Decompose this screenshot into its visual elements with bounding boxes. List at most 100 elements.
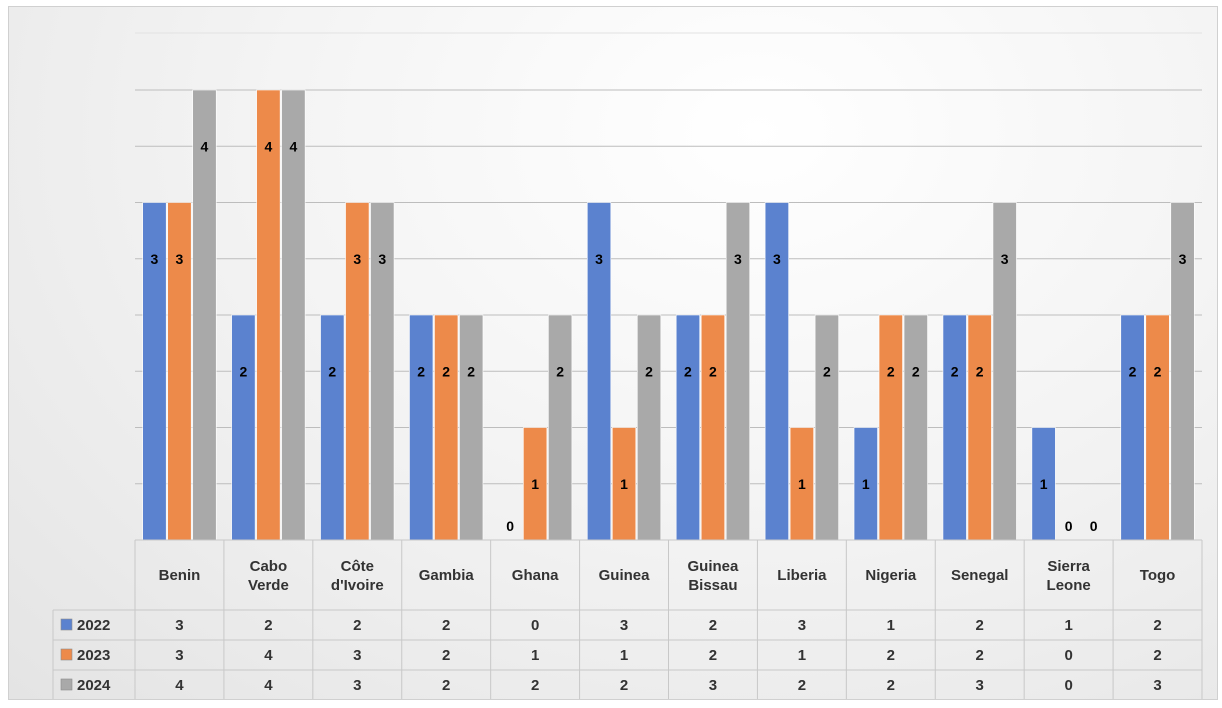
data-label: 3 [378, 251, 386, 267]
table-cell: 1 [620, 647, 628, 664]
bar-2024-1 [281, 89, 306, 541]
bar-2023-6 [700, 314, 726, 541]
table-cell: 3 [1153, 677, 1161, 694]
bar-2022-1 [231, 314, 256, 541]
category-label: Guinea [599, 567, 651, 584]
bar-2022-3 [409, 314, 434, 541]
bar-2024-3 [459, 314, 484, 541]
table-cell: 3 [709, 677, 717, 694]
table-cell: 4 [264, 677, 273, 694]
table-cell: 2 [353, 617, 361, 634]
table-cell: 2 [264, 617, 272, 634]
table-cell: 3 [620, 617, 628, 634]
data-label: 3 [595, 251, 603, 267]
table-cell: 0 [1064, 647, 1072, 664]
data-label: 2 [645, 363, 653, 379]
table-cell: 1 [1064, 617, 1072, 634]
series-name: 2024 [77, 677, 111, 694]
bar-2024-0 [192, 89, 217, 541]
data-label: 3 [773, 251, 781, 267]
bar-2023-9 [967, 314, 992, 541]
table-cell: 2 [976, 647, 984, 664]
table-cell: 2 [976, 617, 984, 634]
gridlines [135, 32, 1202, 485]
data-label: 3 [734, 251, 742, 267]
bar-2022-9 [942, 314, 967, 541]
category-label: Côte d'Ivoire [331, 558, 384, 594]
table-cell: 3 [353, 677, 361, 694]
bar-2024-5 [636, 314, 662, 541]
data-label: 2 [1129, 363, 1137, 379]
data-label: 4 [201, 138, 209, 154]
category-label: Liberia [777, 567, 827, 584]
data-label: 4 [289, 138, 297, 154]
data-label: 2 [912, 363, 920, 379]
data-label: 1 [798, 476, 806, 492]
data-label: 2 [887, 363, 895, 379]
table-cell: 2 [1153, 617, 1161, 634]
table-cell: 3 [798, 617, 806, 634]
bar-2022-2 [320, 314, 345, 541]
table-cell: 3 [175, 617, 183, 634]
legend-key-2022 [60, 618, 73, 631]
data-label: 3 [1001, 251, 1009, 267]
table-cell: 2 [887, 677, 895, 694]
data-label: 0 [1090, 518, 1098, 534]
data-label: 3 [1179, 251, 1187, 267]
table-cell: 0 [531, 617, 539, 634]
bar-2023-3 [434, 314, 459, 541]
category-label: Ghana [512, 567, 559, 584]
table-cell: 2 [620, 677, 628, 694]
category-label: Togo [1140, 567, 1176, 584]
data-table: Benin Cabo Verde Côte d'Ivoire Gambia Ghana Gui… [52, 539, 1203, 699]
bar-2024-7 [814, 314, 839, 541]
data-label: 2 [976, 363, 984, 379]
bar-2024-4 [548, 314, 573, 541]
table-cell: 3 [976, 677, 984, 694]
data-label: 2 [823, 363, 831, 379]
data-label: 1 [1040, 476, 1048, 492]
table-cell: 2 [442, 617, 450, 634]
table-cell: 2 [887, 647, 895, 664]
bar-2022-11 [1120, 314, 1145, 541]
data-label: 1 [620, 476, 628, 492]
table-cell: 2 [442, 677, 450, 694]
bar-2024-8 [903, 314, 928, 541]
table-cell: 1 [531, 647, 539, 664]
data-label: 4 [264, 138, 272, 154]
series-name: 2022 [77, 617, 110, 634]
bar-chart: 3 3 4 2 4 4 2 3 3 2 2 2 0 1 2 3 1 2 2 2 3 3 1 2 1 2 2 2 2 3 1 0 0 2 2 3 Ben… [52, 32, 1203, 699]
category-label: Gambia [419, 567, 475, 584]
chart-frame: 3 3 4 2 4 4 2 3 3 2 2 2 0 1 2 3 1 2 2 2 3 3 1 2 1 2 2 2 2 3 1 0 0 2 2 3 Ben… [8, 6, 1218, 700]
table-cell: 3 [353, 647, 361, 664]
table-cell: 2 [709, 617, 717, 634]
data-label: 2 [684, 363, 692, 379]
bar-2023-1 [256, 89, 281, 541]
table-cell: 1 [798, 647, 806, 664]
data-label: 2 [709, 363, 717, 379]
table-cell: 2 [709, 647, 717, 664]
table-cell: 4 [264, 647, 273, 664]
data-label: 2 [417, 363, 425, 379]
table-cell: 2 [1153, 647, 1161, 664]
category-label: Nigeria [865, 567, 917, 584]
data-label: 2 [1154, 363, 1162, 379]
category-label: Senegal [951, 567, 1009, 584]
table-cell: 2 [442, 647, 450, 664]
category-label: Benin [159, 567, 201, 584]
table-cell: 2 [531, 677, 539, 694]
data-label: 2 [467, 363, 475, 379]
series-name: 2023 [77, 647, 110, 664]
table-cell: 0 [1064, 677, 1072, 694]
data-label: 3 [353, 251, 361, 267]
data-label: 0 [1065, 518, 1073, 534]
table-cell: 2 [798, 677, 806, 694]
legend-key-2023 [60, 648, 73, 661]
category-label: Sierra Leone [1047, 558, 1091, 594]
category-label: Cabo Verde [248, 558, 289, 594]
category-label: Guinea Bissau [688, 558, 740, 594]
bar-2022-6 [675, 314, 701, 541]
bar-2023-8 [878, 314, 903, 541]
data-label: 1 [531, 476, 539, 492]
table-cell: 3 [175, 647, 183, 664]
